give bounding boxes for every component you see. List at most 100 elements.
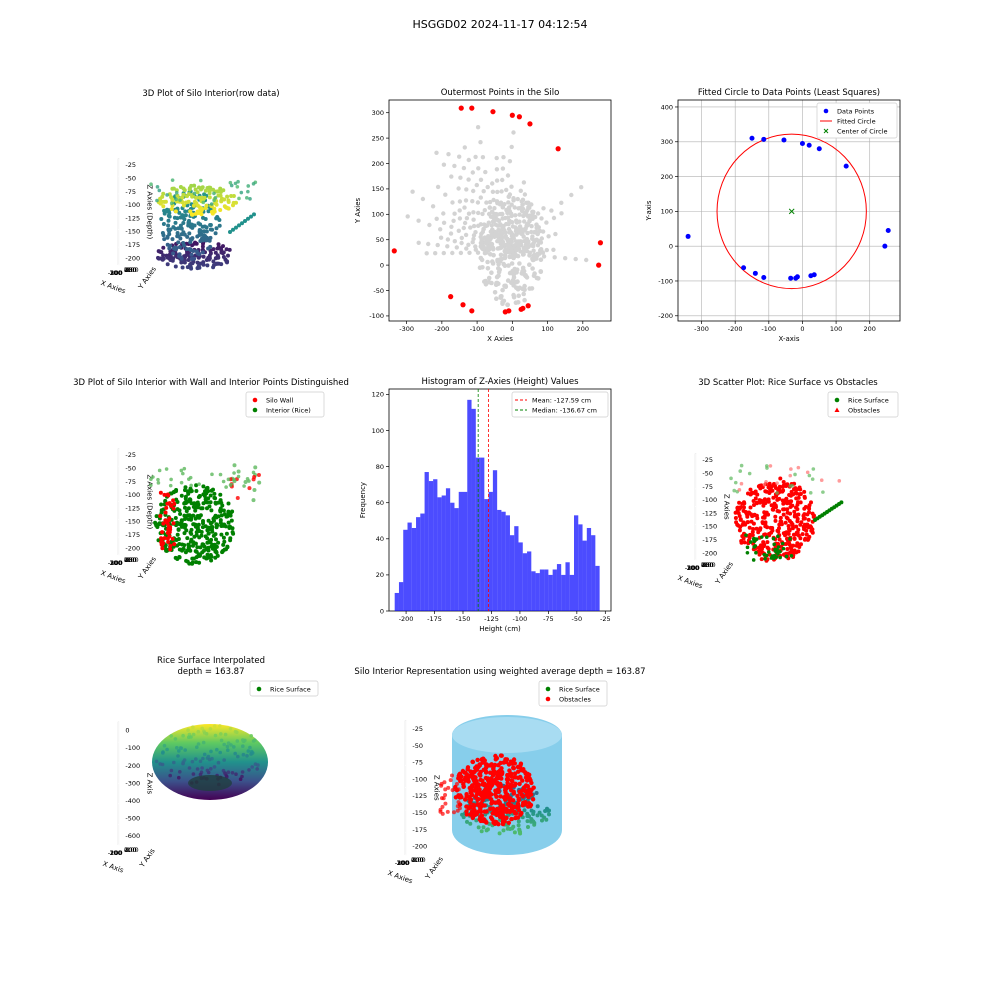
data-point <box>511 294 517 300</box>
interior-point <box>226 520 231 525</box>
obstacle-point <box>759 498 764 503</box>
data-point <box>225 194 230 199</box>
interior-point <box>175 500 180 504</box>
interior-point <box>187 513 192 518</box>
interior-point <box>181 471 185 476</box>
interior-point <box>179 524 184 529</box>
surface-point <box>187 766 192 770</box>
interior-point <box>219 513 224 518</box>
data-point <box>435 184 441 190</box>
y-tick-label: -50 <box>373 287 384 295</box>
data-point <box>475 200 481 205</box>
x-axis-label: X Axies <box>100 569 127 585</box>
obstacle-point <box>458 793 463 798</box>
obstacle-point <box>511 791 517 796</box>
data-point <box>816 146 822 152</box>
surface-point <box>181 733 185 738</box>
data-point <box>478 140 483 145</box>
rice-point <box>537 810 542 815</box>
y-tick-label: 150 <box>124 266 136 274</box>
histogram-bar <box>416 517 421 611</box>
y-tick-label: 200 <box>124 266 136 274</box>
data-point <box>521 180 527 185</box>
wall-point <box>169 503 174 508</box>
data-point <box>534 253 540 258</box>
chart-title: 3D Plot of Silo Interior(row data) <box>142 89 279 99</box>
histogram-bar <box>586 527 592 611</box>
data-point <box>187 231 192 236</box>
obstacle-point <box>476 783 481 788</box>
rice-point <box>501 828 506 833</box>
x-tick-label: 0 <box>510 325 514 333</box>
interior-point <box>191 543 195 548</box>
surface-point <box>161 751 165 755</box>
x-tick-label: 0 <box>690 564 694 572</box>
obstacle-point <box>478 804 483 810</box>
z-tick-label: -100 <box>125 201 140 209</box>
outermost-point <box>555 146 561 152</box>
data-point <box>505 302 510 308</box>
data-point <box>405 214 410 219</box>
rice-point <box>531 812 536 816</box>
legend-label: Center of Circle <box>837 127 888 135</box>
obstacle-point <box>475 757 480 763</box>
obstacle-point <box>788 511 793 516</box>
z-tick-label: -75 <box>125 478 136 486</box>
obstacle-point <box>779 522 784 527</box>
data-point <box>199 178 203 183</box>
wall-point <box>163 510 168 515</box>
chart-title: Silo Interior Representation using weigh… <box>354 667 645 677</box>
interior-point <box>163 546 168 551</box>
data-point <box>517 261 522 266</box>
data-point <box>492 217 497 222</box>
data-point <box>159 217 164 221</box>
obstacle-point <box>742 540 747 545</box>
legend-label: Interior (Rice) <box>266 406 311 414</box>
histogram-bar <box>569 574 574 611</box>
obstacle-point <box>463 797 468 802</box>
obstacle-point <box>453 795 459 800</box>
data-point <box>508 245 513 250</box>
obstacle-point <box>802 495 807 500</box>
rice-point <box>529 817 534 821</box>
data-point <box>503 284 509 290</box>
data-point <box>177 245 182 250</box>
surface-point <box>196 742 201 746</box>
obstacle-point <box>446 785 451 790</box>
obstacle-point <box>781 488 786 493</box>
data-point <box>552 255 557 260</box>
data-point <box>197 228 202 232</box>
data-point <box>240 221 244 226</box>
data-point <box>527 262 532 268</box>
interior-point <box>230 509 235 514</box>
data-point <box>522 192 528 197</box>
interior-point <box>179 468 184 473</box>
interior-point <box>209 508 214 513</box>
y-tick-label: -50 <box>124 266 135 274</box>
data-point <box>228 230 232 234</box>
data-point <box>451 218 456 223</box>
obstacle-point <box>742 505 746 510</box>
data-point <box>193 240 198 245</box>
data-point <box>794 274 800 280</box>
rice-point <box>780 541 785 546</box>
data-point <box>544 220 549 225</box>
rice-point <box>544 817 549 822</box>
interior-point <box>193 541 198 546</box>
interior-point <box>156 481 161 485</box>
x-tick-label: 100 <box>396 859 408 867</box>
surface-point <box>198 772 203 777</box>
data-point <box>202 229 207 234</box>
x-tick-label: 100 <box>686 564 698 572</box>
data-point <box>180 213 185 218</box>
z-tick-label: -100 <box>125 491 140 499</box>
obstacle-point <box>787 493 792 497</box>
interior-point <box>229 518 234 523</box>
surface-point <box>226 770 231 774</box>
data-point <box>517 212 522 217</box>
wall-point <box>257 480 262 485</box>
rice-point <box>819 478 824 483</box>
obstacle-point <box>461 781 466 787</box>
data-point <box>529 224 534 229</box>
obstacle-point <box>751 521 756 526</box>
